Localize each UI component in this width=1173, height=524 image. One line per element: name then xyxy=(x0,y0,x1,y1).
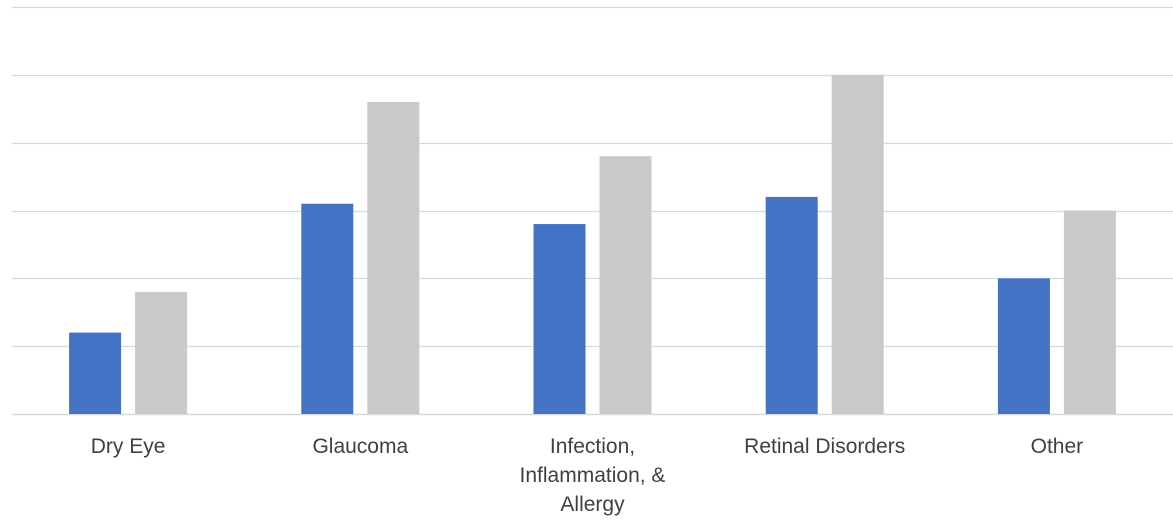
x-tick-label: Other xyxy=(1031,435,1084,458)
bar-series-2-category-4 xyxy=(831,74,884,414)
x-tick-label-line: Other xyxy=(1031,435,1084,458)
bar-series-1-category-3 xyxy=(533,224,586,414)
x-tick-label: Dry Eye xyxy=(91,435,166,458)
x-tick-label: Infection, Inflammation, & Allergy xyxy=(520,435,666,516)
x-tick-label-line: Inflammation, & xyxy=(520,464,666,487)
x-tick-label-line: Infection, xyxy=(550,435,635,458)
bar-series-2-category-2 xyxy=(367,101,420,414)
x-tick-label-line: Retinal Disorders xyxy=(744,435,905,458)
bar-series-2-category-5 xyxy=(1063,210,1116,414)
x-tick-label-line: Glaucoma xyxy=(312,435,408,458)
bar-series-2-category-1 xyxy=(135,291,188,414)
bar-series-2-category-3 xyxy=(599,156,652,414)
bar-series-1-category-4 xyxy=(765,196,818,414)
x-tick-label-line: Allergy xyxy=(560,493,625,516)
gridlines xyxy=(12,6,1173,416)
bar-series-1-category-2 xyxy=(301,203,354,414)
bar-group xyxy=(69,74,1116,414)
x-tick-label-line: Dry Eye xyxy=(91,435,166,458)
x-axis: Dry Eye Glaucoma Infection, Inflammation, &… xyxy=(91,435,1083,516)
bar-series-1-category-5 xyxy=(997,278,1050,414)
x-tick-label: Retinal Disorders xyxy=(744,435,905,458)
x-tick-label: Glaucoma xyxy=(312,435,408,458)
bar-series-1-category-1 xyxy=(69,332,122,414)
